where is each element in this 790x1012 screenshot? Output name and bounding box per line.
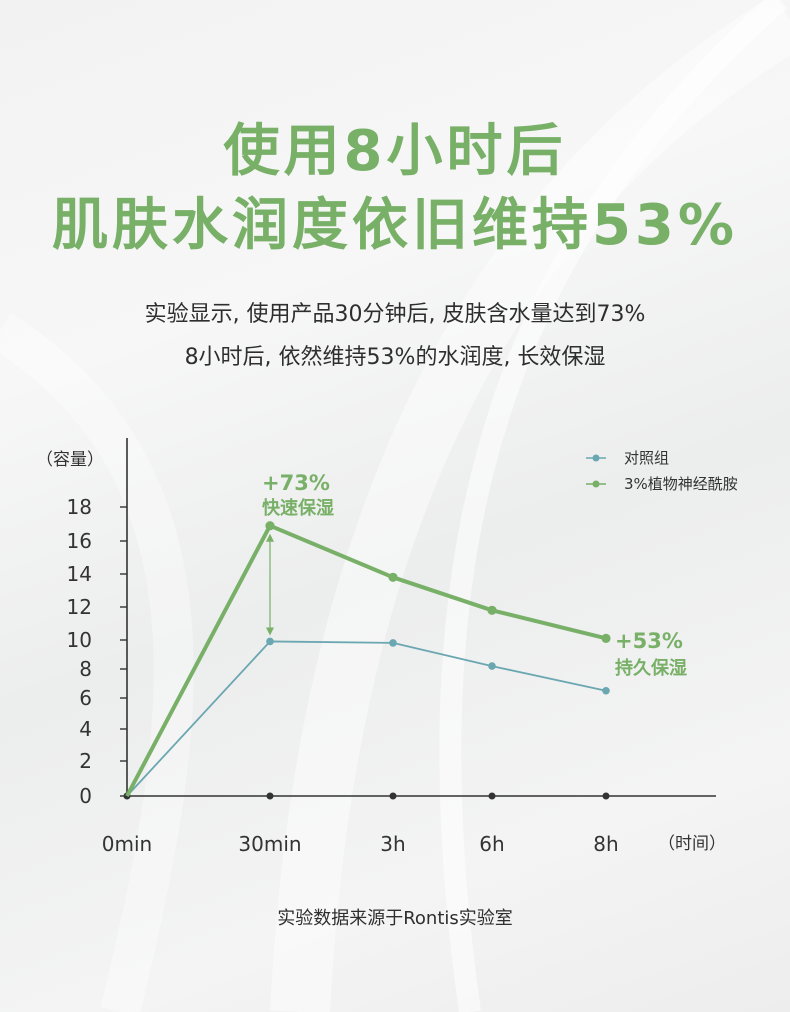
x-tick-label: 0min [102, 832, 152, 856]
data-point [602, 686, 610, 695]
data-point [487, 605, 497, 615]
x-axis-dot [389, 792, 397, 800]
annotation-subtitle: 持久保湿 [615, 657, 687, 679]
legend-label: 对照组 [624, 449, 669, 467]
data-point [388, 572, 398, 582]
headline-line-2: 肌肤水润度依旧维持53% [51, 193, 739, 258]
y-tick-label: 6 [79, 686, 92, 710]
arrow-head-up [266, 533, 274, 542]
x-tick-label: 30min [238, 832, 301, 856]
data-source-note: 实验数据来源于Rontis实验室 [277, 908, 513, 929]
y-tick-label: 12 [67, 595, 92, 619]
data-point [601, 633, 611, 643]
subtitle-line-1: 实验显示, 使用产品30分钟后, 皮肤含水量达到73% [144, 302, 646, 327]
y-tick-label: 0 [79, 784, 92, 808]
y-tick-label: 10 [67, 628, 92, 652]
series-line [125, 523, 607, 797]
data-point [265, 521, 275, 531]
data-point [266, 637, 274, 646]
series-line [126, 640, 607, 797]
x-axis-dot [488, 792, 496, 800]
x-tick-label: 3h [380, 832, 405, 856]
annotation-title: +53% [615, 629, 683, 653]
arrow-head-down [266, 627, 274, 636]
x-axis-dot [602, 792, 610, 800]
x-axis-label: （时间） [658, 834, 726, 854]
y-axis-label: （容量） [36, 450, 104, 470]
legend-swatch-dot [592, 454, 600, 462]
headline-line-1: 使用8小时后 [223, 119, 567, 184]
x-axis-dot [266, 792, 274, 800]
legend-label: 3%植物神经酰胺 [624, 475, 738, 493]
y-tick-label: 16 [67, 529, 92, 553]
y-tick-label: 2 [79, 749, 92, 773]
data-point [488, 662, 496, 670]
x-tick-label: 6h [479, 832, 504, 856]
subtitle-line-2: 8小时后, 依然维持53%的水润度, 长效保湿 [184, 345, 606, 370]
y-tick-label: 14 [67, 562, 92, 586]
annotation-title: +73% [262, 471, 330, 495]
x-tick-label: 8h [593, 832, 618, 856]
data-point [389, 639, 397, 647]
legend-swatch-dot [592, 480, 600, 488]
y-tick-label: 18 [67, 495, 92, 519]
y-tick-label: 8 [79, 657, 92, 681]
annotation-subtitle: 快速保湿 [262, 497, 334, 519]
y-tick-label: 4 [79, 717, 92, 741]
